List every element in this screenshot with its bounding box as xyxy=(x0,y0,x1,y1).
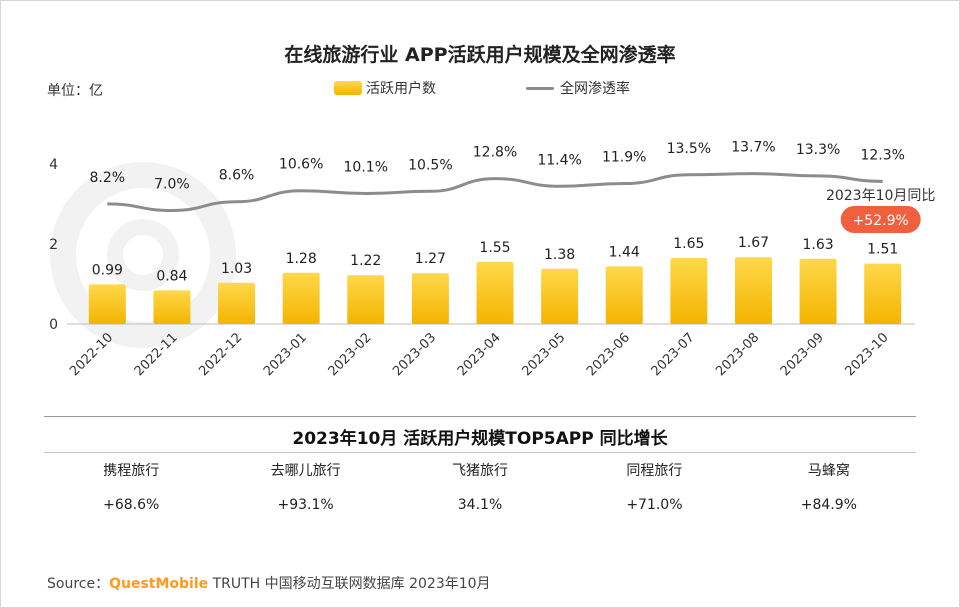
x-tick-label: 2023-06 xyxy=(584,330,633,379)
line-value-label: 10.5% xyxy=(408,157,452,173)
x-tick-label: 2023-08 xyxy=(713,330,762,379)
legend-line-label: 全网渗透率 xyxy=(560,81,630,97)
bar-value-label: 1.38 xyxy=(544,247,575,263)
x-tick-label: 2023-05 xyxy=(519,330,568,379)
legend-bar-swatch xyxy=(334,81,362,95)
table-title: 2023年10月 活跃用户规模TOP5APP 同比增长 xyxy=(292,429,668,449)
x-tick-label: 2022-11 xyxy=(132,330,181,379)
legend-line-swatch xyxy=(526,86,554,90)
x-tick-label: 2023-03 xyxy=(390,330,439,379)
bar xyxy=(411,273,449,324)
chart-canvas: 0 2 4 0.99 0.84 1.03 1.28 1.22 1.27 1.55 1.38 1.44 1… xyxy=(49,140,935,380)
bar xyxy=(864,263,902,324)
bar-value-label: 1.44 xyxy=(609,244,640,260)
bar-value-label: 1.22 xyxy=(350,253,381,269)
x-tick-label: 2023-07 xyxy=(649,330,698,379)
x-tick-label: 2023-10 xyxy=(842,330,891,379)
app-growth: 34.1% xyxy=(457,497,503,513)
bar-value-label: 1.55 xyxy=(479,240,510,256)
app-growth: +68.6% xyxy=(103,497,160,513)
bar xyxy=(282,272,320,324)
chart-title: 在线旅游行业 APP活跃用户规模及全网渗透率 xyxy=(284,44,676,66)
x-tick-label: 2023-01 xyxy=(261,330,310,379)
line-value-label: 12.8% xyxy=(473,145,517,161)
bar xyxy=(734,257,772,324)
app-name: 携程旅行 xyxy=(103,463,160,479)
line-value-label: 12.3% xyxy=(860,147,904,163)
bar xyxy=(605,266,643,324)
y-tick-label: 4 xyxy=(49,157,58,173)
bar-value-label: 1.67 xyxy=(738,235,769,251)
bar xyxy=(347,275,385,324)
bar xyxy=(670,258,708,324)
line-value-label: 10.1% xyxy=(344,159,388,175)
legend-bar: 活跃用户数 xyxy=(334,78,436,98)
bar-value-label: 1.65 xyxy=(673,236,704,252)
bar-value-label: 1.28 xyxy=(286,251,317,267)
top5-table: 携程旅行 去哪儿旅行 飞猪旅行 同程旅行 马蜂窝 +68.6% +93.1% 3… xyxy=(44,458,916,518)
source-brand: QuestMobile xyxy=(109,576,209,592)
table-header-rule xyxy=(44,452,916,453)
app-growth: +93.1% xyxy=(277,497,334,513)
x-tick-label: 2023-04 xyxy=(455,330,504,379)
bar xyxy=(88,284,126,324)
app-growth: +71.0% xyxy=(626,497,683,513)
bar xyxy=(799,258,837,324)
bar-value-label: 1.27 xyxy=(415,251,446,267)
y-tick-label: 0 xyxy=(49,317,58,333)
legend-bar-label: 活跃用户数 xyxy=(366,81,436,97)
line-value-label: 13.5% xyxy=(667,141,711,157)
penetration-line xyxy=(107,172,883,213)
line-value-label: 10.6% xyxy=(279,157,323,173)
app-name: 同程旅行 xyxy=(626,463,683,479)
x-tick-label: 2022-10 xyxy=(67,330,116,379)
bar-value-label: 1.03 xyxy=(221,261,252,277)
line-value-label: 13.3% xyxy=(796,142,840,158)
app-name: 飞猪旅行 xyxy=(452,463,509,479)
bar xyxy=(476,262,514,324)
line-value-label: 13.7% xyxy=(731,140,775,156)
app-name: 去哪儿旅行 xyxy=(270,463,341,479)
x-tick-label: 2023-09 xyxy=(778,330,827,379)
line-value-label: 8.6% xyxy=(219,168,255,184)
yoy-annotation: 2023年10月同比 xyxy=(826,188,935,204)
app-growth: +84.9% xyxy=(800,497,857,513)
yoy-badge xyxy=(840,206,921,233)
bar xyxy=(153,290,191,324)
bar xyxy=(541,268,579,324)
bar-value-label: 0.99 xyxy=(92,262,123,278)
table-row-growth: +68.6% +93.1% 34.1% +71.0% +84.9% xyxy=(44,484,916,518)
line-value-label: 11.9% xyxy=(602,150,646,166)
bar-value-label: 0.84 xyxy=(156,268,187,284)
unit-label: 单位：亿 xyxy=(47,83,103,99)
line-value-label: 7.0% xyxy=(154,177,190,193)
bar xyxy=(218,282,256,324)
source-note: Source：QuestMobile TRUTH 中国移动互联网数据库 2023… xyxy=(47,573,491,593)
x-tick-label: 2023-02 xyxy=(326,330,375,379)
source-text: TRUTH 中国移动互联网数据库 2023年10月 xyxy=(208,576,491,592)
bar-value-label: 1.51 xyxy=(867,242,898,258)
table-row-names: 携程旅行 去哪儿旅行 飞猪旅行 同程旅行 马蜂窝 xyxy=(44,458,916,484)
line-value-label: 8.2% xyxy=(90,170,126,186)
legend-line: 全网渗透率 xyxy=(526,78,630,98)
y-tick-label: 2 xyxy=(49,237,58,253)
yoy-badge-label: +52.9% xyxy=(853,213,909,229)
table-top-rule xyxy=(44,416,916,417)
bar-value-label: 1.63 xyxy=(802,237,833,253)
line-value-label: 11.4% xyxy=(537,152,581,168)
app-name: 马蜂窝 xyxy=(807,463,850,479)
x-tick-label: 2022-12 xyxy=(196,330,245,379)
source-prefix: Source： xyxy=(47,576,110,592)
